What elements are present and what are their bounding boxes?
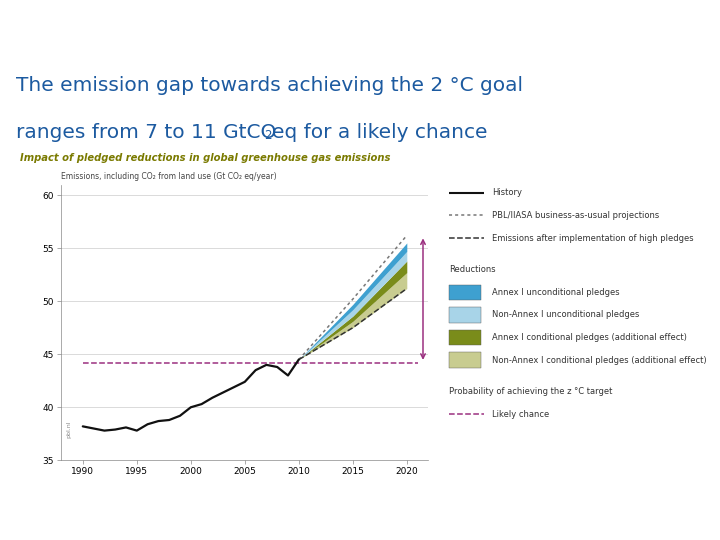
Text: Probability of achieving the z °C target: Probability of achieving the z °C target <box>449 387 613 396</box>
Text: Emissions, including CO₂ from land use (Gt CO₂ eq/year): Emissions, including CO₂ from land use (… <box>61 172 276 181</box>
Text: Likely chance: Likely chance <box>492 410 549 419</box>
Text: Annex I conditional pledges (additional effect): Annex I conditional pledges (additional … <box>492 333 687 342</box>
Text: PBL/IIASA business-as-usual projections: PBL/IIASA business-as-usual projections <box>492 211 659 220</box>
Text: Planbureau voor de Leefomgeving: Planbureau voor de Leefomgeving <box>410 24 534 30</box>
Text: History: History <box>492 188 522 198</box>
Text: Emissions after implementation of high pledges: Emissions after implementation of high p… <box>492 234 693 242</box>
Text: The emission gap towards achieving the 2 °C goal: The emission gap towards achieving the 2… <box>16 76 523 95</box>
Bar <box>449 307 481 323</box>
Bar <box>449 353 481 368</box>
Text: ⌂: ⌂ <box>359 21 366 34</box>
Text: Michel den Elzen| Copenhagen Accord Pledges imply higher: Michel den Elzen| Copenhagen Accord Pled… <box>353 512 569 519</box>
Text: 18 May 2012: 18 May 2012 <box>353 496 405 505</box>
Text: Reductions: Reductions <box>449 265 495 274</box>
Text: 14: 14 <box>16 503 29 512</box>
Text: Annex I unconditional pledges: Annex I unconditional pledges <box>492 288 619 297</box>
Text: Impact of pledged reductions in global greenhouse gas emissions: Impact of pledged reductions in global g… <box>20 153 390 164</box>
Text: Non-Annex I conditional pledges (additional effect): Non-Annex I conditional pledges (additio… <box>492 356 706 364</box>
Text: 2: 2 <box>264 129 271 141</box>
Text: ranges from 7 to 11 GtCO: ranges from 7 to 11 GtCO <box>16 123 276 142</box>
Bar <box>449 330 481 345</box>
Text: costs for staying below 2°C warming: costs for staying below 2°C warming <box>353 526 485 534</box>
Text: eq for a likely chance: eq for a likely chance <box>272 123 488 142</box>
Bar <box>449 285 481 300</box>
Text: Non-Annex I unconditional pledges: Non-Annex I unconditional pledges <box>492 310 639 320</box>
Text: pbl.nl: pbl.nl <box>67 421 72 438</box>
